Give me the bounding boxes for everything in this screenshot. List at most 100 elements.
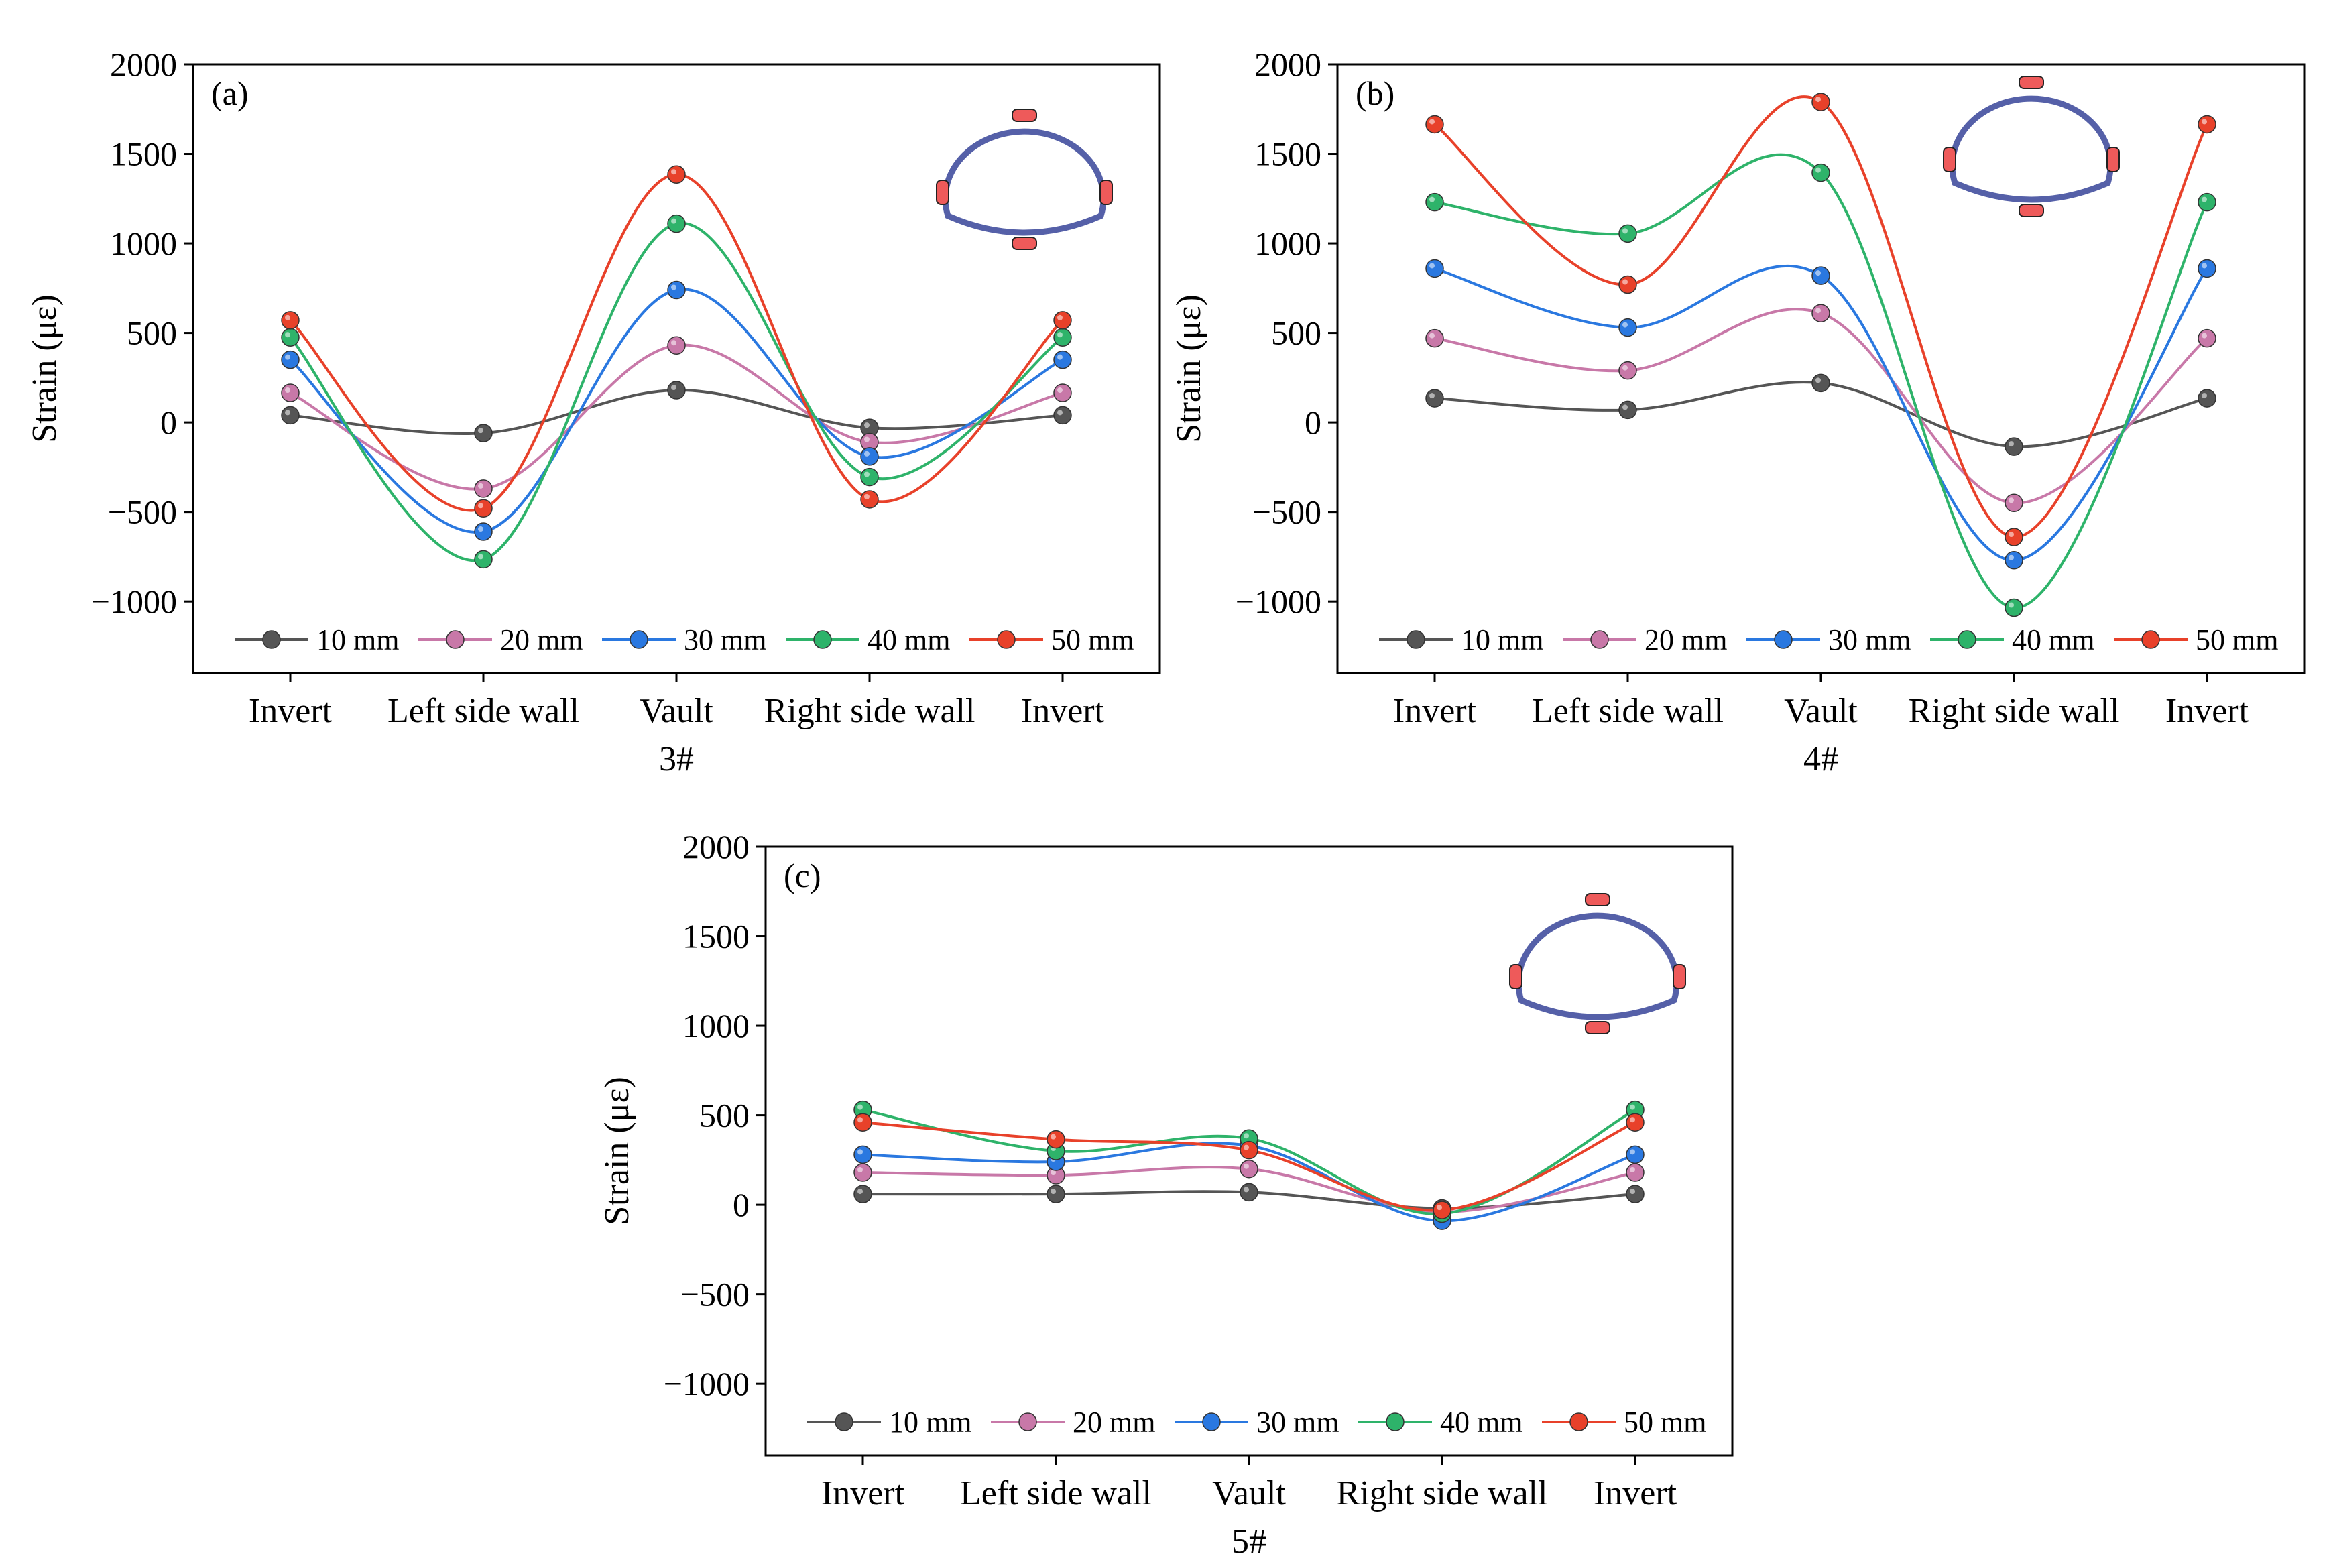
- data-point: [281, 328, 300, 347]
- legend-marker: [1407, 630, 1425, 649]
- x-category-label: Invert: [249, 692, 333, 730]
- data-point: [2005, 437, 2023, 456]
- data-point: [474, 550, 493, 569]
- data-point: [281, 311, 300, 330]
- data-point: [1618, 361, 1637, 380]
- data-point-highlight: [1630, 1189, 1635, 1195]
- invert-gauge: [1585, 1021, 1610, 1034]
- data-point: [860, 490, 879, 509]
- x-category-label: Invert: [1594, 1474, 1677, 1512]
- data-point: [1425, 115, 1444, 134]
- data-point-highlight: [1057, 314, 1063, 320]
- x-category-label: Invert: [1393, 692, 1477, 730]
- data-point: [281, 406, 300, 425]
- data-point-highlight: [2009, 441, 2014, 447]
- series-20-mm: [281, 336, 1072, 498]
- right-wall-gauge: [1099, 180, 1113, 205]
- data-point-highlight: [478, 554, 483, 560]
- series-line: [1434, 153, 2208, 609]
- data-point: [1425, 259, 1444, 278]
- data-point: [1626, 1163, 1645, 1182]
- data-point-highlight: [285, 410, 290, 416]
- legend: 10 mm 20 mm 30 mm 40 mm 50 mm: [807, 1406, 1706, 1439]
- data-point: [1811, 373, 1830, 393]
- chart-panel-c: 2000 1500 1000 500 0 −500 −1000 Invert Left side…: [598, 828, 1734, 1561]
- legend-marker: [1569, 1412, 1588, 1431]
- data-point-highlight: [285, 354, 290, 360]
- data-point-highlight: [285, 314, 290, 320]
- y-tick-label: 0: [160, 404, 177, 441]
- y-tick-label: 1500: [110, 135, 177, 173]
- data-point-highlight: [671, 284, 676, 290]
- data-point-highlight: [1429, 333, 1435, 339]
- data-point-highlight: [1244, 1144, 1249, 1150]
- data-point: [2198, 115, 2216, 134]
- data-point-highlight: [1057, 332, 1063, 338]
- data-point-highlight: [864, 436, 870, 442]
- data-point-highlight: [1622, 365, 1628, 371]
- legend-marker: [1018, 1412, 1037, 1431]
- data-point: [667, 280, 686, 300]
- data-point: [1240, 1183, 1258, 1202]
- tunnel-cross-section-icon: [1943, 76, 2120, 217]
- data-point-highlight: [285, 387, 290, 394]
- y-axis-title: Strain (με): [25, 294, 64, 443]
- legend-label: 30 mm: [1256, 1406, 1339, 1439]
- data-point-highlight: [1057, 354, 1063, 360]
- data-point: [1626, 1145, 1645, 1164]
- legend-label: 40 mm: [1440, 1406, 1522, 1439]
- data-point-highlight: [285, 332, 290, 338]
- y-tick-label: 500: [127, 314, 177, 352]
- data-point-highlight: [1437, 1205, 1442, 1211]
- y-tick-label: 500: [699, 1097, 750, 1134]
- legend: 10 mm 20 mm 30 mm 40 mm 50 mm: [235, 623, 1134, 656]
- legend-marker: [1958, 630, 1976, 649]
- data-point-highlight: [2202, 333, 2207, 339]
- data-point-highlight: [1429, 119, 1435, 125]
- legend: 10 mm 20 mm 30 mm 40 mm 50 mm: [1379, 623, 2278, 656]
- series-line: [289, 288, 1063, 534]
- legend-marker: [262, 630, 281, 649]
- data-point: [281, 350, 300, 369]
- data-point: [1053, 383, 1072, 402]
- series-50-mm: [1425, 93, 2216, 546]
- y-tick-label: 500: [1271, 314, 1321, 352]
- data-point: [1811, 93, 1830, 111]
- data-point-highlight: [671, 385, 676, 391]
- data-point-highlight: [2202, 263, 2207, 269]
- series-30-mm: [281, 280, 1072, 541]
- legend-marker: [1590, 630, 1609, 649]
- x-category-label: Vault: [1212, 1474, 1286, 1512]
- data-point-highlight: [671, 218, 676, 224]
- y-tick-label: 0: [733, 1186, 750, 1223]
- y-tick-label: −500: [1252, 493, 1321, 531]
- x-category-label: Right side wall: [1337, 1474, 1548, 1512]
- data-point: [1811, 266, 1830, 285]
- data-point-highlight: [2009, 497, 2014, 503]
- y-tick-label: 2000: [110, 46, 177, 83]
- legend-label: 30 mm: [1828, 623, 1911, 656]
- y-tick-label: −500: [108, 493, 177, 531]
- data-point: [853, 1145, 872, 1164]
- x-category-label: Invert: [1021, 692, 1105, 730]
- y-tick-label: −1000: [1236, 583, 1321, 620]
- data-point-highlight: [1630, 1167, 1635, 1173]
- data-point: [1618, 400, 1637, 420]
- series-20-mm: [853, 1159, 1645, 1221]
- data-point-highlight: [2202, 196, 2207, 202]
- series-line: [1434, 308, 2208, 505]
- y-tick-label: −1000: [91, 583, 177, 620]
- data-point: [281, 383, 300, 402]
- legend-label: 20 mm: [500, 623, 583, 656]
- plot-frame: [1336, 63, 2306, 674]
- data-point-highlight: [1815, 377, 1821, 383]
- data-point-highlight: [1622, 322, 1628, 328]
- data-point-highlight: [1815, 308, 1821, 314]
- data-point: [2005, 493, 2023, 513]
- data-point-highlight: [1815, 270, 1821, 276]
- data-point-highlight: [1244, 1187, 1249, 1193]
- legend-marker: [813, 630, 832, 649]
- data-point-highlight: [1815, 97, 1821, 103]
- data-point-highlight: [671, 169, 676, 175]
- data-point-highlight: [1622, 279, 1628, 285]
